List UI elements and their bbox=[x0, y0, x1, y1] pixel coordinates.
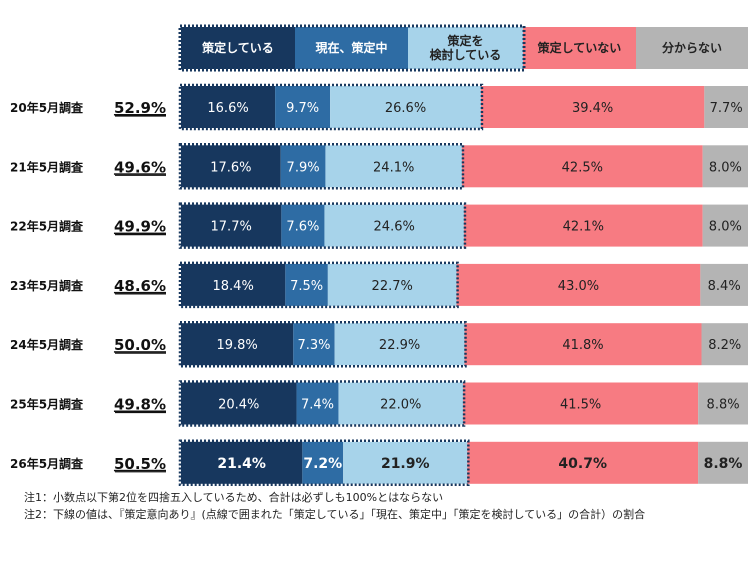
note-1: 注1：小数点以下第2位を四捨五入しているため、合計は必ずしも100%とはならない bbox=[24, 491, 444, 504]
bar-segment bbox=[181, 263, 286, 306]
data-label: 40.7% bbox=[558, 456, 607, 472]
data-label: 17.7% bbox=[211, 220, 252, 235]
bar-segment bbox=[181, 204, 282, 247]
bar-segment bbox=[461, 145, 703, 188]
bar-segment bbox=[324, 204, 464, 247]
category-label: 24年5月調査 bbox=[10, 337, 84, 352]
intent-total-label: 50.0% bbox=[114, 336, 166, 354]
bar-segment bbox=[330, 86, 481, 128]
data-label: 26.6% bbox=[385, 101, 426, 116]
bar-segment bbox=[181, 323, 294, 366]
bar-segment bbox=[181, 382, 297, 425]
bar-segment bbox=[698, 382, 748, 425]
bar-segment bbox=[463, 382, 699, 425]
data-label: 7.4% bbox=[301, 398, 334, 413]
category-label: 22年5月調査 bbox=[10, 219, 84, 234]
bar-segment bbox=[343, 441, 468, 484]
data-label: 39.4% bbox=[572, 101, 613, 116]
category-label: 26年5月調査 bbox=[10, 456, 84, 471]
bar-segment bbox=[293, 323, 335, 366]
data-label: 8.8% bbox=[707, 398, 740, 413]
data-label: 41.5% bbox=[560, 398, 601, 413]
data-label: 7.9% bbox=[287, 160, 320, 175]
data-label: 20.4% bbox=[218, 398, 259, 413]
bar-segment bbox=[275, 86, 331, 128]
data-label: 7.3% bbox=[297, 338, 330, 353]
note-2: 注2：下線の値は、『策定意向あり』(点線で囲まれた「策定している」「現在、策定中… bbox=[24, 508, 646, 521]
data-label: 22.9% bbox=[379, 338, 420, 353]
bar-segment bbox=[325, 145, 462, 188]
data-label: 7.5% bbox=[290, 279, 323, 294]
category-label: 25年5月調査 bbox=[10, 397, 84, 412]
bar-segment bbox=[463, 204, 703, 247]
data-label: 21.4% bbox=[217, 456, 266, 472]
intent-total-label: 49.8% bbox=[114, 396, 166, 414]
data-label: 22.0% bbox=[380, 398, 421, 413]
bar-segment bbox=[702, 204, 748, 247]
intent-frame bbox=[178, 83, 484, 131]
bar-segment bbox=[338, 382, 464, 425]
notes: 注1：小数点以下第2位を四捨五入しているため、合計は必ずしも100%とはならない… bbox=[24, 489, 645, 523]
bar-segment bbox=[702, 145, 748, 188]
data-label: 18.4% bbox=[213, 279, 254, 294]
legend-item: 策定を 検討している bbox=[408, 27, 523, 69]
intent-total-label: 49.9% bbox=[114, 218, 166, 236]
data-label: 43.0% bbox=[558, 279, 599, 294]
legend-item: 現在、策定中 bbox=[295, 27, 408, 69]
data-label: 42.1% bbox=[563, 220, 604, 235]
data-label: 8.2% bbox=[708, 338, 741, 353]
bar-segment bbox=[480, 86, 705, 128]
intent-frame bbox=[178, 439, 470, 487]
bar-segment bbox=[327, 263, 457, 306]
bar-segment bbox=[698, 441, 748, 484]
bar-segment bbox=[296, 382, 339, 425]
legend-item: 策定していない bbox=[523, 27, 636, 69]
data-label: 7.7% bbox=[710, 101, 743, 116]
data-label: 42.5% bbox=[562, 160, 603, 175]
intent-frame bbox=[178, 320, 467, 368]
bar-segment bbox=[181, 145, 281, 188]
data-label: 16.6% bbox=[207, 101, 248, 116]
bar-segment bbox=[280, 145, 326, 188]
intent-total-label: 52.9% bbox=[114, 99, 166, 117]
legend-item: 策定している bbox=[181, 27, 295, 69]
bar-segment bbox=[281, 204, 325, 247]
intent-total-label: 48.6% bbox=[114, 277, 166, 295]
bar-segment bbox=[181, 441, 303, 484]
bar-segment bbox=[181, 86, 276, 128]
data-label: 22.7% bbox=[372, 279, 413, 294]
intent-frame bbox=[178, 143, 465, 190]
bar-segment bbox=[467, 441, 699, 484]
data-label: 7.6% bbox=[286, 220, 319, 235]
category-label: 20年5月調査 bbox=[10, 100, 84, 115]
bar-segment bbox=[700, 263, 748, 306]
legend-intent-frame bbox=[178, 24, 526, 72]
data-label: 17.6% bbox=[210, 160, 251, 175]
bar-segment bbox=[456, 263, 701, 306]
legend-item: 分からない bbox=[636, 27, 748, 69]
bar-segment bbox=[701, 323, 748, 366]
bar-segment bbox=[334, 323, 465, 366]
data-label: 8.4% bbox=[708, 279, 741, 294]
data-label: 8.8% bbox=[704, 456, 743, 472]
data-label: 41.8% bbox=[562, 338, 603, 353]
data-label: 7.2% bbox=[303, 456, 342, 472]
data-label: 24.1% bbox=[373, 160, 414, 175]
data-label: 19.8% bbox=[216, 338, 257, 353]
bar-segment bbox=[302, 441, 344, 484]
category-label: 23年5月調査 bbox=[10, 278, 84, 293]
data-label: 9.7% bbox=[286, 101, 319, 116]
bar-segment bbox=[285, 263, 328, 306]
bar-segment bbox=[464, 323, 702, 366]
data-label: 8.0% bbox=[709, 220, 742, 235]
data-label: 21.9% bbox=[381, 456, 430, 472]
intent-total-label: 50.5% bbox=[114, 455, 166, 473]
data-label: 8.0% bbox=[709, 160, 742, 175]
category-label: 21年5月調査 bbox=[10, 159, 84, 174]
intent-frame bbox=[178, 261, 459, 309]
bar-segment bbox=[704, 86, 748, 128]
data-label: 24.6% bbox=[374, 220, 415, 235]
intent-total-label: 49.6% bbox=[114, 158, 166, 176]
